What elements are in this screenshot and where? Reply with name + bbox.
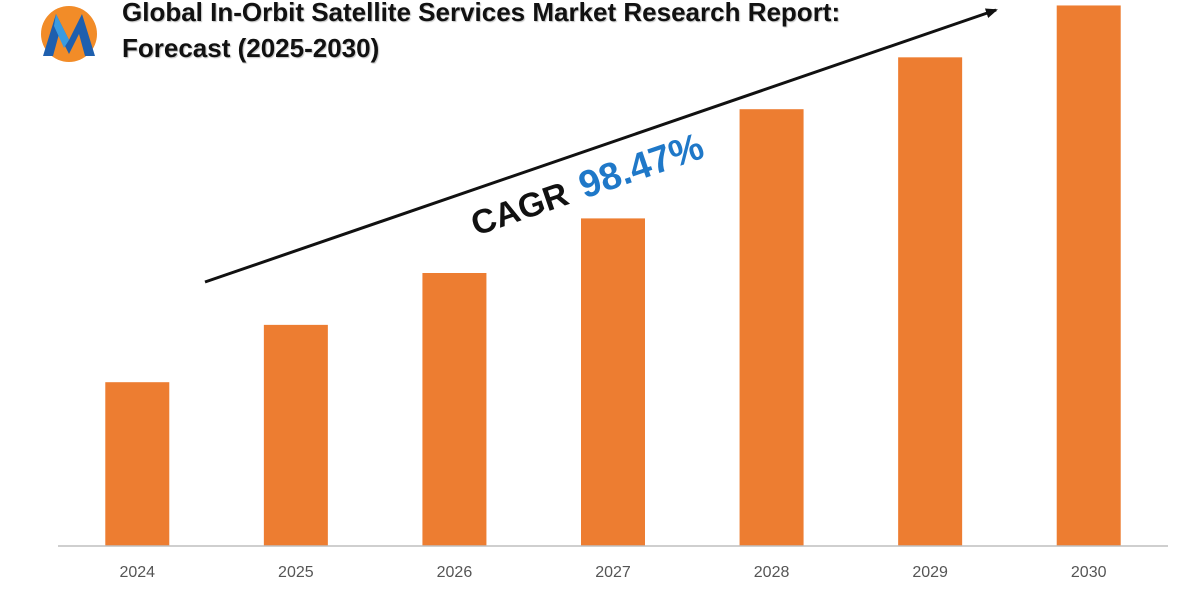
bar-2025 <box>263 324 328 546</box>
bar-2027 <box>581 218 645 546</box>
x-tick-label: 2026 <box>437 564 473 581</box>
bar-2029 <box>898 57 963 547</box>
bar-2026 <box>422 273 487 546</box>
x-tick-labels: 2024 2025 2026 2027 2028 2029 2030 <box>119 564 1106 581</box>
x-tick-label: 2025 <box>278 564 314 581</box>
chart-title: Global In-Orbit Satellite Services Marke… <box>122 0 841 63</box>
x-tick-label: 2027 <box>595 564 631 581</box>
x-tick-label: 2024 <box>119 564 155 581</box>
bars-group <box>105 5 1121 547</box>
bar-2024 <box>105 382 170 546</box>
bar-2030 <box>1056 5 1121 546</box>
trend-arrow <box>204 8 998 284</box>
mr-logo-icon <box>41 6 97 62</box>
x-tick-label: 2030 <box>1071 564 1107 581</box>
x-tick-label: 2029 <box>912 564 948 581</box>
bar-2028 <box>739 109 804 546</box>
cagr-value: 98.47% <box>574 126 710 208</box>
x-tick-label: 2028 <box>754 564 790 581</box>
